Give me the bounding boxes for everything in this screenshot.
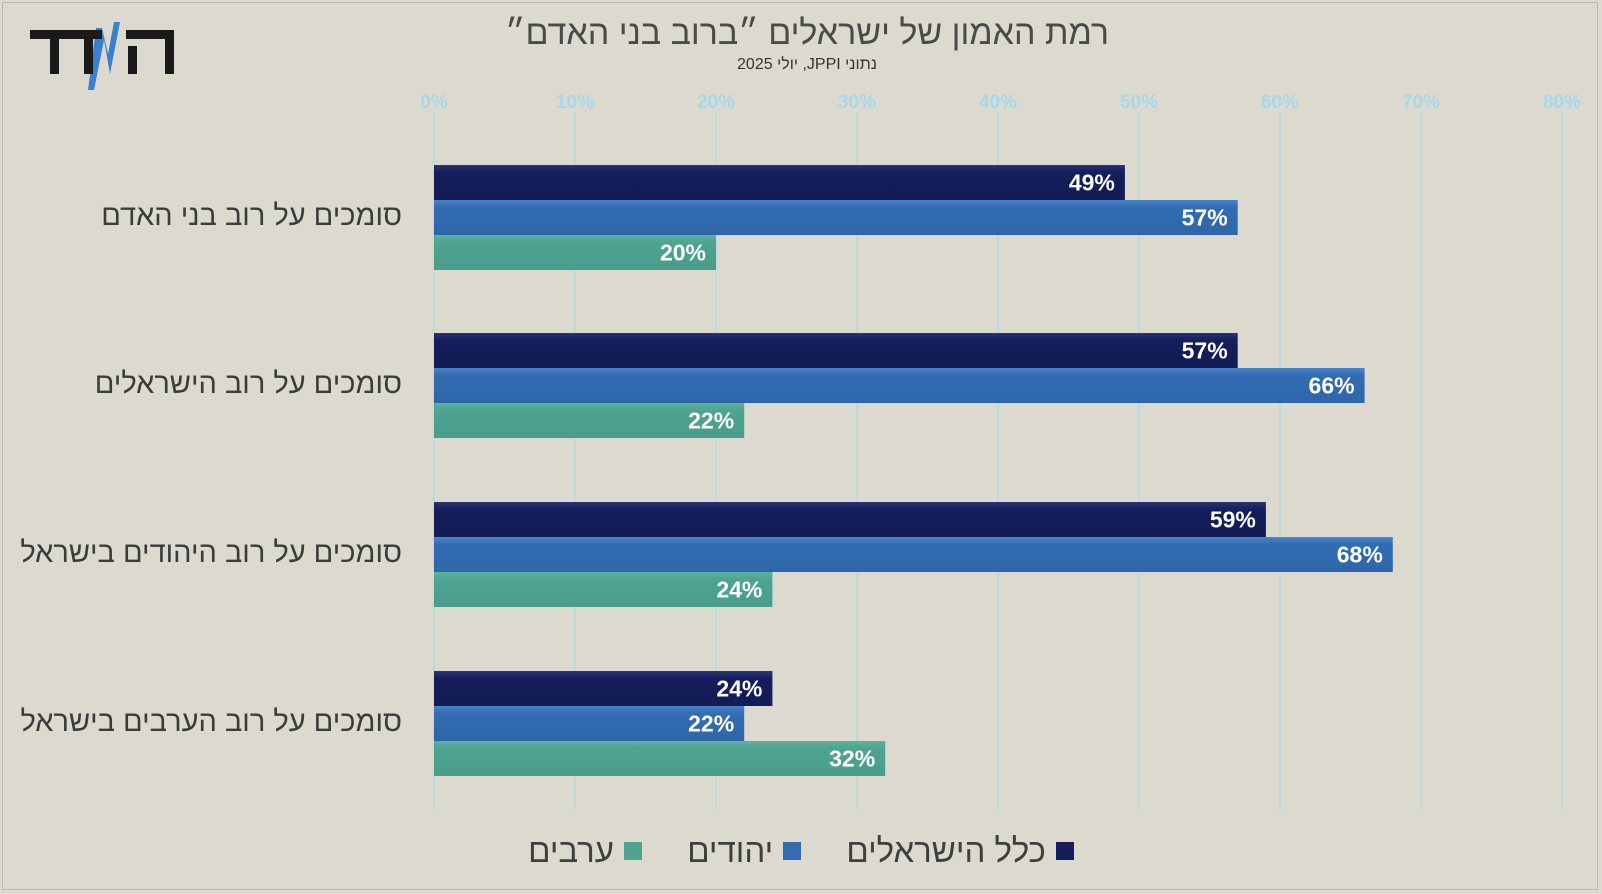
category-label: סומכים על רוב היהודים בישראל [20,536,402,569]
legend-label-jews: יהודים [687,832,774,869]
data-label: 57% [1182,205,1228,231]
bar-all-israelis-2 [434,502,1266,537]
data-label: 20% [660,240,706,266]
x-tick-label: 60% [1261,92,1299,113]
bar-arabs-2 [434,572,773,607]
hamadad-logo-icon [30,22,174,90]
legend-item-jews: יהודים [687,832,802,870]
x-tick-label: 10% [556,92,594,113]
data-label: 22% [688,408,734,434]
bar-jews-1 [434,368,1365,403]
bar-all-israelis-3 [434,671,773,706]
data-label: 66% [1309,373,1355,399]
x-tick-label: 70% [1402,92,1440,113]
chart-subtitle: נתוני JPPI, יולי 2025 [737,56,877,73]
bar-all-israelis-1 [434,333,1238,368]
bar-arabs-0 [434,235,716,270]
x-tick-label: 30% [838,92,876,113]
data-label: 24% [716,577,762,603]
legend-item-all-israelis: כלל הישראלים [846,832,1074,870]
legend-swatch-jews [783,842,802,860]
chart-title: רמת האמון של ישראלים ״ברוב בני האדם״ [505,14,1109,52]
x-tick-label: 50% [1120,92,1158,113]
x-tick-label: 0% [420,92,448,113]
data-label: 57% [1182,338,1228,364]
bar-jews-3 [434,706,745,741]
category-label: סומכים על רוב הישראלים [94,367,402,400]
legend-item-arabs: ערבים [528,832,643,870]
legend: כלל הישראלים יהודים ערבים [0,830,1602,870]
data-label: 22% [688,711,734,737]
bar-jews-0 [434,200,1238,235]
x-tick-label: 80% [1543,92,1581,113]
bar-all-israelis-0 [434,165,1125,200]
x-tick-label: 40% [979,92,1017,113]
bar-jews-2 [434,537,1393,572]
legend-swatch-all-israelis [1055,842,1074,860]
data-label: 24% [716,676,762,702]
x-tick-label: 20% [697,92,735,113]
data-label: 68% [1337,542,1383,568]
data-label: 49% [1069,170,1115,196]
data-label: 32% [829,746,875,772]
bar-arabs-3 [434,741,886,776]
category-label: סומכים על רוב הערבים בישראל [20,705,402,738]
data-label: 59% [1210,507,1256,533]
category-label: סומכים על רוב בני האדם [101,199,402,232]
bar-arabs-1 [434,403,745,438]
legend-swatch-arabs [624,842,643,860]
legend-label-all-israelis: כלל הישראלים [846,832,1046,869]
legend-label-arabs: ערבים [528,832,615,869]
